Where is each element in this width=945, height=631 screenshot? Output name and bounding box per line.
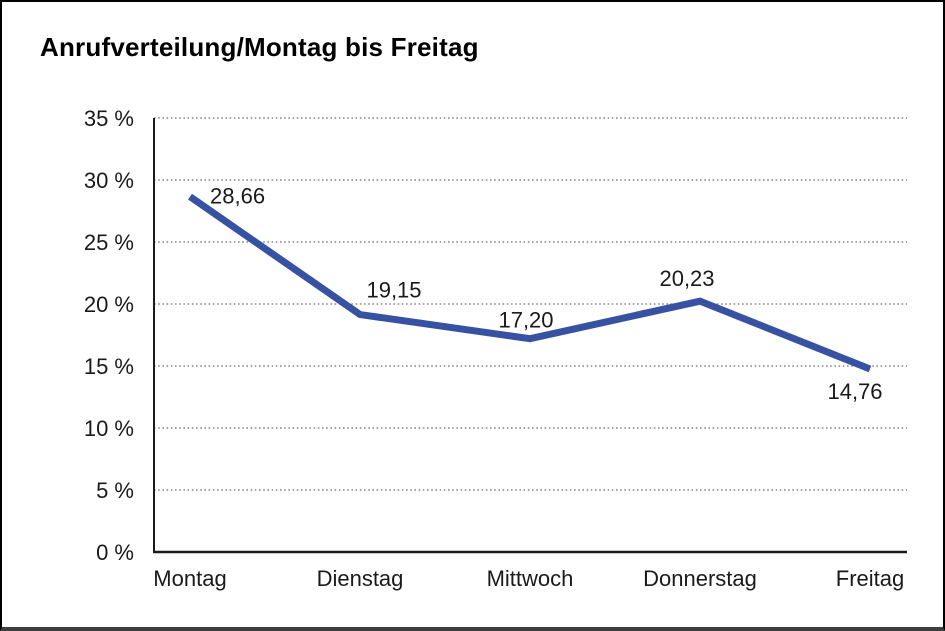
chart-title: Anrufverteilung/Montag bis Freitag xyxy=(40,32,479,62)
y-axis-tick-label: 10 % xyxy=(84,416,134,441)
data-point-label: 17,20 xyxy=(498,308,553,333)
y-axis-tick-label: 30 % xyxy=(84,168,134,193)
data-point-label: 28,66 xyxy=(210,184,265,209)
x-axis-category-label: Montag xyxy=(153,566,226,591)
data-point-label: 19,15 xyxy=(366,278,421,303)
x-axis-category-label: Dienstag xyxy=(317,566,404,591)
data-series-line xyxy=(188,193,872,373)
y-axis-tick-label: 5 % xyxy=(96,478,134,503)
y-axis-tick-label: 35 % xyxy=(84,106,134,131)
y-axis-tick-label: 0 % xyxy=(96,540,134,565)
y-axis-tick-label: 20 % xyxy=(84,292,134,317)
data-point-label: 20,23 xyxy=(659,266,714,291)
data-point-label: 14,76 xyxy=(827,379,882,404)
y-axis-tick-label: 25 % xyxy=(84,230,134,255)
y-axis-tick-label: 15 % xyxy=(84,354,134,379)
x-axis-category-label: Mittwoch xyxy=(487,566,574,591)
x-axis-category-label: Freitag xyxy=(836,566,904,591)
x-axis-category-label: Donnerstag xyxy=(643,566,757,591)
